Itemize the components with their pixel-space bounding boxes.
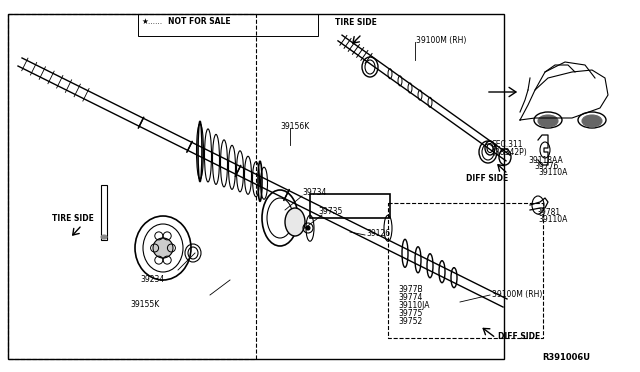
Text: 3977B: 3977B bbox=[398, 285, 422, 294]
Text: 39110JA: 39110JA bbox=[398, 301, 429, 310]
Bar bbox=[8, 14, 504, 359]
Text: 39155K: 39155K bbox=[130, 300, 159, 309]
Text: 39234: 39234 bbox=[140, 275, 164, 284]
Text: TIRE SIDE: TIRE SIDE bbox=[52, 214, 94, 223]
Text: 39752: 39752 bbox=[398, 317, 422, 326]
Text: (38342P): (38342P) bbox=[492, 148, 527, 157]
Ellipse shape bbox=[153, 238, 173, 258]
Text: 39735: 39735 bbox=[318, 207, 342, 216]
Bar bbox=[8, 14, 256, 359]
Text: NOT FOR SALE: NOT FOR SALE bbox=[168, 17, 230, 26]
Text: 39156K: 39156K bbox=[280, 122, 309, 131]
Text: DIFF SIDE: DIFF SIDE bbox=[466, 174, 508, 183]
Text: 39776: 39776 bbox=[534, 162, 558, 171]
Text: R391006U: R391006U bbox=[542, 353, 590, 362]
Ellipse shape bbox=[285, 208, 305, 236]
Text: 39110A: 39110A bbox=[538, 215, 568, 224]
Bar bbox=[138, 14, 318, 36]
Ellipse shape bbox=[306, 226, 310, 230]
Text: 39775: 39775 bbox=[398, 309, 422, 318]
Text: 39110A: 39110A bbox=[538, 168, 568, 177]
Bar bbox=[101, 185, 107, 240]
Ellipse shape bbox=[538, 115, 558, 127]
Text: 39100M (RH): 39100M (RH) bbox=[492, 290, 542, 299]
Text: ★......: ★...... bbox=[141, 17, 162, 26]
Ellipse shape bbox=[582, 115, 602, 127]
Text: SEC.311: SEC.311 bbox=[492, 140, 524, 149]
Text: 39781: 39781 bbox=[536, 208, 560, 217]
Bar bbox=[388, 203, 543, 338]
Bar bbox=[310, 194, 390, 218]
Text: 39100M (RH): 39100M (RH) bbox=[416, 36, 467, 45]
Text: TIRE SIDE: TIRE SIDE bbox=[335, 18, 377, 27]
Ellipse shape bbox=[101, 235, 107, 239]
Text: DIFF SIDE: DIFF SIDE bbox=[498, 332, 540, 341]
Text: 39126: 39126 bbox=[366, 229, 390, 238]
Text: 39118AA: 39118AA bbox=[528, 156, 563, 165]
Text: 39734: 39734 bbox=[302, 188, 326, 197]
Text: 39774: 39774 bbox=[398, 293, 422, 302]
